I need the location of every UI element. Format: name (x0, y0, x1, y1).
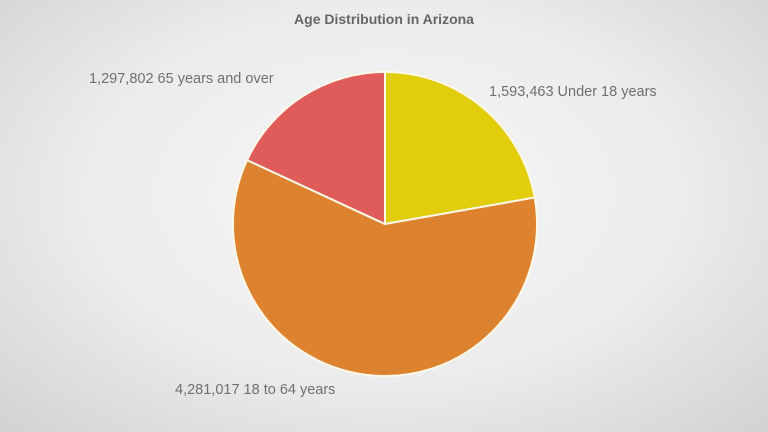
slice-18-to-64 (232, 159, 538, 377)
slice-under-18 (384, 71, 536, 225)
label-65-and-over: 1,297,802 65 years and over (89, 71, 274, 87)
label-under-18: 1,593,463 Under 18 years (489, 84, 657, 100)
chart-title: Age Distribution in Arizona (294, 11, 474, 27)
label-18-to-64: 4,281,017 18 to 64 years (175, 382, 336, 398)
slice-65-and-over (246, 71, 386, 225)
